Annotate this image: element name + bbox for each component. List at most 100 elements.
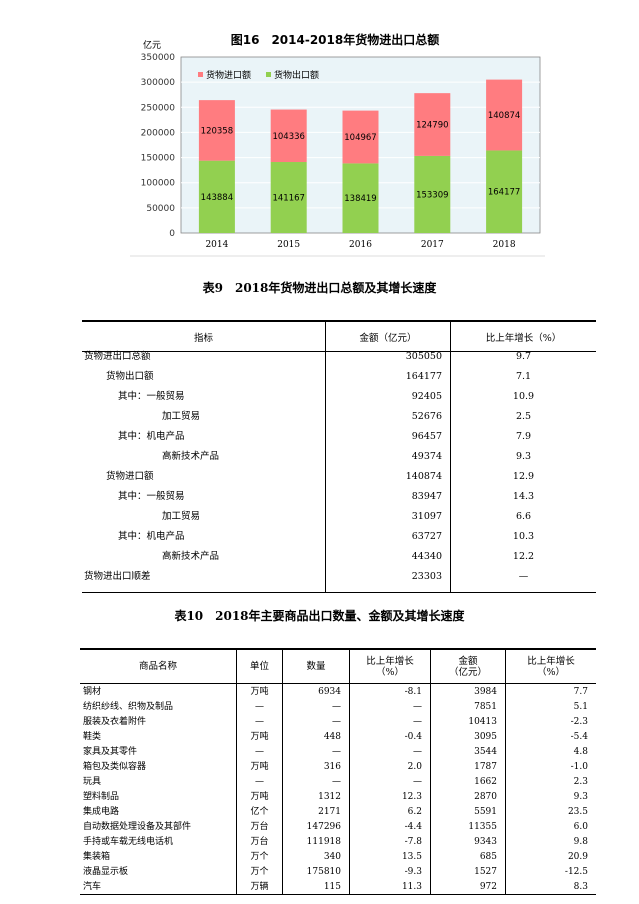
product: 家具及其零件 [80,744,237,759]
value: 5591 [430,804,506,819]
table9: 指标 金额（亿元） 比上年增长（%） 货物进出口总额 305050 9.7 货物出口额… [82,320,596,593]
value-growth: 9.8 [573,836,588,847]
table-row: 钢材 万吨 6934 -8.1 3984 7.7 [80,683,596,699]
unit: 万吨 [236,759,283,774]
unit: 万个 [236,864,283,879]
trade-chart: 图16 2014-2018年货物进出口总额 亿元 0 50000 100000 150… [130,32,545,257]
unit: — [236,714,283,729]
amount: 63727 [325,532,451,552]
amount: 31097 [325,512,451,532]
table-row: 其中：一般贸易 92405 10.9 [82,392,596,412]
growth: 7.9 [515,431,532,442]
data-label: 143884 [201,193,233,203]
qty-growth: — [349,744,431,759]
growth: 14.3 [512,491,535,502]
x-tick-label: 2018 [493,240,516,250]
table-row: 货物出口额 164177 7.1 [82,372,596,392]
value: 9343 [430,834,506,849]
value: 10413 [430,714,506,729]
qty-growth: 13.5 [349,849,431,864]
value: 11355 [430,819,506,834]
table-row: 箱包及类似容器 万吨 316 2.0 1787 -1.0 [80,759,596,774]
product: 塑料制品 [80,789,237,804]
x-tick-label: 2016 [349,240,372,250]
table-row: 汽车 万辆 115 11.3 972 8.3 [80,879,596,895]
unit: 万台 [236,834,283,849]
qty-growth: 12.3 [349,789,431,804]
growth: 6.6 [515,511,532,522]
value: 2870 [430,789,506,804]
unit: 万辆 [236,879,283,895]
legend-swatch [198,72,203,77]
unit: 万台 [236,819,283,834]
growth: 12.9 [512,471,535,482]
table-row: 液晶显示板 万个 175810 -9.3 1527 -12.5 [80,864,596,879]
qty-growth: — [349,774,431,789]
product: 汽车 [80,879,237,895]
qty-growth: -4.4 [349,819,431,834]
product: 纺织纱线、织物及制品 [80,699,237,714]
amount: 96457 [325,432,451,452]
bar-export-2015 [270,162,307,233]
indicator: 货物进口额 [82,472,326,492]
table-row: 其中：一般贸易 83947 14.3 [82,492,596,512]
unit: — [236,774,283,789]
table-row: 加工贸易 52676 2.5 [82,412,596,432]
legend-label: 货物进口额 [206,69,251,81]
x-tick-label: 2014 [205,240,228,250]
data-label: 138419 [344,194,376,204]
data-label: 120358 [201,126,233,136]
value-growth: -5.4 [570,731,588,742]
indicator: 货物进出口总额 [82,351,326,372]
amount: 83947 [325,492,451,512]
table-row: 其中：机电产品 63727 10.3 [82,532,596,552]
growth: 10.9 [512,391,535,402]
indicator: 加工贸易 [82,412,326,432]
value: 685 [430,849,506,864]
table-row: 货物进口额 140874 12.9 [82,472,596,492]
value: 3984 [430,683,506,699]
table-row: 鞋类 万吨 448 -0.4 3095 -5.4 [80,729,596,744]
bar-import-2018 [486,79,523,151]
qty-growth: — [349,699,431,714]
table-row: 加工贸易 31097 6.6 [82,512,596,532]
product: 钢材 [80,683,237,699]
table-row: 手持或车载无线电话机 万台 111918 -7.8 9343 9.8 [80,834,596,849]
data-label: 153309 [416,190,448,200]
value: 1787 [430,759,506,774]
y-tick-label: 100000 [141,179,176,189]
table-row: 其中：机电产品 96457 7.9 [82,432,596,452]
product: 液晶显示板 [80,864,237,879]
bar-import-2016 [342,110,379,164]
growth: 10.3 [512,531,535,542]
growth: 12.2 [512,551,535,562]
header-product: 商品名称 [80,649,237,684]
indicator: 其中：一般贸易 [82,492,326,512]
x-tick-label: 2015 [277,240,300,250]
bar-import-2017 [414,93,451,156]
quantity: 340 [282,849,350,864]
quantity: 175810 [282,864,350,879]
qty-growth: — [349,714,431,729]
quantity: — [282,774,350,789]
y-tick-label: 0 [169,229,175,239]
chart-title: 图16 2014-2018年货物进出口总额 [231,32,439,47]
data-label: 124790 [416,121,448,131]
table9-title: 表9 2018年货物进出口总额及其增长速度 [202,281,437,295]
amount: 164177 [325,372,451,392]
product: 集装箱 [80,849,237,864]
bar-export-2014 [198,160,235,233]
value-growth: 5.1 [573,701,588,712]
header-value-growth: 比上年增长 （%） [505,649,596,684]
header-qty-growth: 比上年增长 （%） [349,649,431,684]
quantity: 1312 [282,789,350,804]
qty-growth: -0.4 [349,729,431,744]
product: 玩具 [80,774,237,789]
value-growth: 23.5 [567,806,588,817]
indicator: 其中：一般贸易 [82,392,326,412]
table-row: 玩具 — — —1662 2.3 [80,774,596,789]
header-value: 金额 （亿元） [430,649,506,684]
data-label: 164177 [488,188,520,198]
table-row: 货物进出口总额 305050 9.7 [82,351,596,372]
table-row: 集成电路 亿个 2171 6.2 5591 23.5 [80,804,596,819]
